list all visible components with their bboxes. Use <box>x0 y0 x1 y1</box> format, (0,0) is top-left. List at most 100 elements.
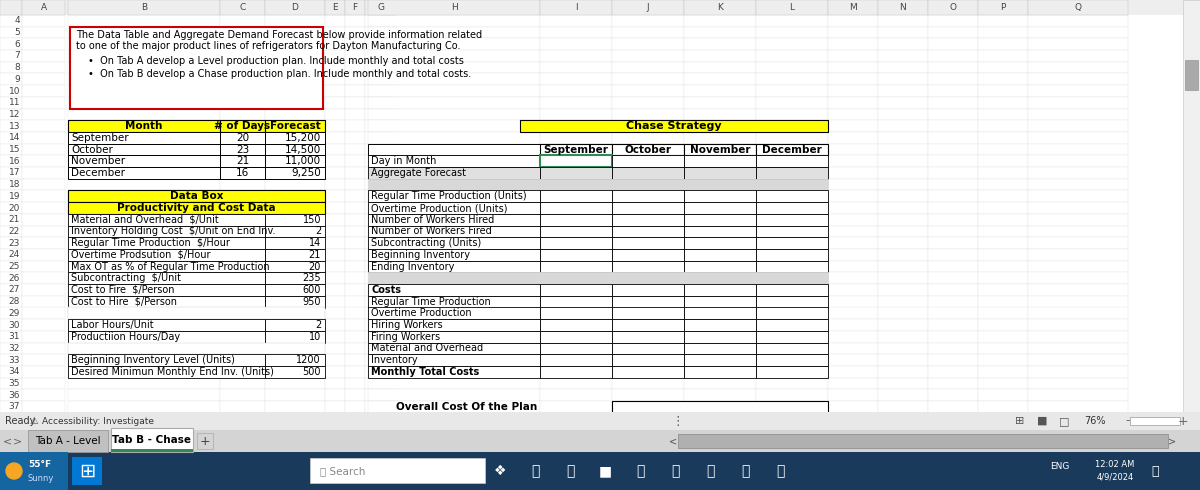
Bar <box>220 319 265 331</box>
Bar <box>265 167 325 179</box>
Text: Overall Cost Of the Plan: Overall Cost Of the Plan <box>396 402 538 412</box>
Bar <box>265 121 325 132</box>
Text: ■: ■ <box>1037 416 1048 426</box>
Bar <box>265 366 325 378</box>
Bar <box>368 179 540 191</box>
Bar <box>72 457 102 485</box>
Bar <box>220 272 265 284</box>
Bar <box>828 249 878 261</box>
Bar <box>612 237 684 249</box>
Bar <box>612 50 684 62</box>
Text: Accessibility: Investigate: Accessibility: Investigate <box>42 416 154 425</box>
Text: 5: 5 <box>14 28 20 37</box>
Bar <box>346 74 365 85</box>
Bar <box>612 319 684 331</box>
Bar <box>22 191 65 202</box>
Bar <box>220 179 265 191</box>
Text: 21: 21 <box>236 156 250 166</box>
Bar <box>265 155 325 167</box>
Bar <box>220 132 265 144</box>
Bar <box>978 296 1028 308</box>
Text: 2: 2 <box>314 320 322 330</box>
Bar <box>1028 284 1128 296</box>
Bar <box>365 225 396 237</box>
Bar <box>265 202 325 214</box>
Bar <box>22 38 65 50</box>
Bar <box>68 38 220 50</box>
Bar <box>365 97 396 109</box>
Bar <box>1028 214 1128 225</box>
Text: Hiring Workers: Hiring Workers <box>371 320 443 330</box>
Bar <box>0 412 1200 430</box>
Bar <box>368 155 540 167</box>
Bar <box>612 144 684 155</box>
Bar <box>520 121 828 132</box>
Bar <box>68 272 220 284</box>
Bar <box>756 225 828 237</box>
Bar <box>684 261 756 272</box>
Text: 29: 29 <box>8 309 20 318</box>
Bar <box>365 378 396 390</box>
Bar <box>68 97 220 109</box>
Bar <box>1028 38 1128 50</box>
Bar <box>368 308 540 319</box>
Bar <box>612 97 684 109</box>
Bar <box>220 26 265 38</box>
Bar <box>828 214 878 225</box>
Bar <box>22 109 65 121</box>
Bar <box>0 179 22 191</box>
Bar <box>220 390 265 401</box>
Bar <box>368 296 540 308</box>
Text: 👤: 👤 <box>566 464 574 478</box>
Bar <box>540 284 612 296</box>
Bar <box>346 179 365 191</box>
Bar <box>0 343 22 354</box>
Bar <box>220 249 265 261</box>
Text: Tab A - Level: Tab A - Level <box>35 436 101 446</box>
Bar <box>0 202 22 214</box>
Bar <box>68 296 265 308</box>
Bar <box>612 354 684 366</box>
Bar <box>540 62 612 74</box>
Bar <box>220 308 265 319</box>
Bar <box>368 85 540 97</box>
Bar <box>978 202 1028 214</box>
Bar <box>368 272 540 284</box>
Bar <box>684 155 756 167</box>
Bar <box>684 296 756 308</box>
Bar <box>540 308 612 319</box>
Bar <box>684 202 756 214</box>
Bar <box>265 50 325 62</box>
Text: October: October <box>71 145 113 154</box>
Bar <box>684 343 756 354</box>
Bar <box>612 401 828 413</box>
Bar <box>828 38 878 50</box>
Bar <box>0 378 22 390</box>
Bar <box>828 74 878 85</box>
Bar <box>612 85 684 97</box>
Text: Max OT as % of Regular Time Production: Max OT as % of Regular Time Production <box>71 262 270 271</box>
Bar <box>540 272 612 284</box>
Bar <box>828 401 878 413</box>
Bar <box>878 144 928 155</box>
Bar <box>756 97 828 109</box>
Text: 🔴: 🔴 <box>740 464 749 478</box>
Bar <box>978 155 1028 167</box>
Bar <box>346 366 365 378</box>
Bar <box>1028 272 1128 284</box>
Bar <box>220 237 265 249</box>
Bar <box>978 308 1028 319</box>
Bar <box>828 26 878 38</box>
Bar <box>756 308 828 319</box>
Bar <box>265 237 325 249</box>
Bar <box>22 308 65 319</box>
Bar <box>828 319 878 331</box>
Bar <box>0 319 22 331</box>
Bar <box>612 214 684 225</box>
Bar <box>265 331 325 343</box>
Bar <box>368 144 540 155</box>
Bar <box>325 202 346 214</box>
Bar <box>684 225 756 237</box>
Bar <box>756 237 828 249</box>
Bar <box>828 15 878 26</box>
